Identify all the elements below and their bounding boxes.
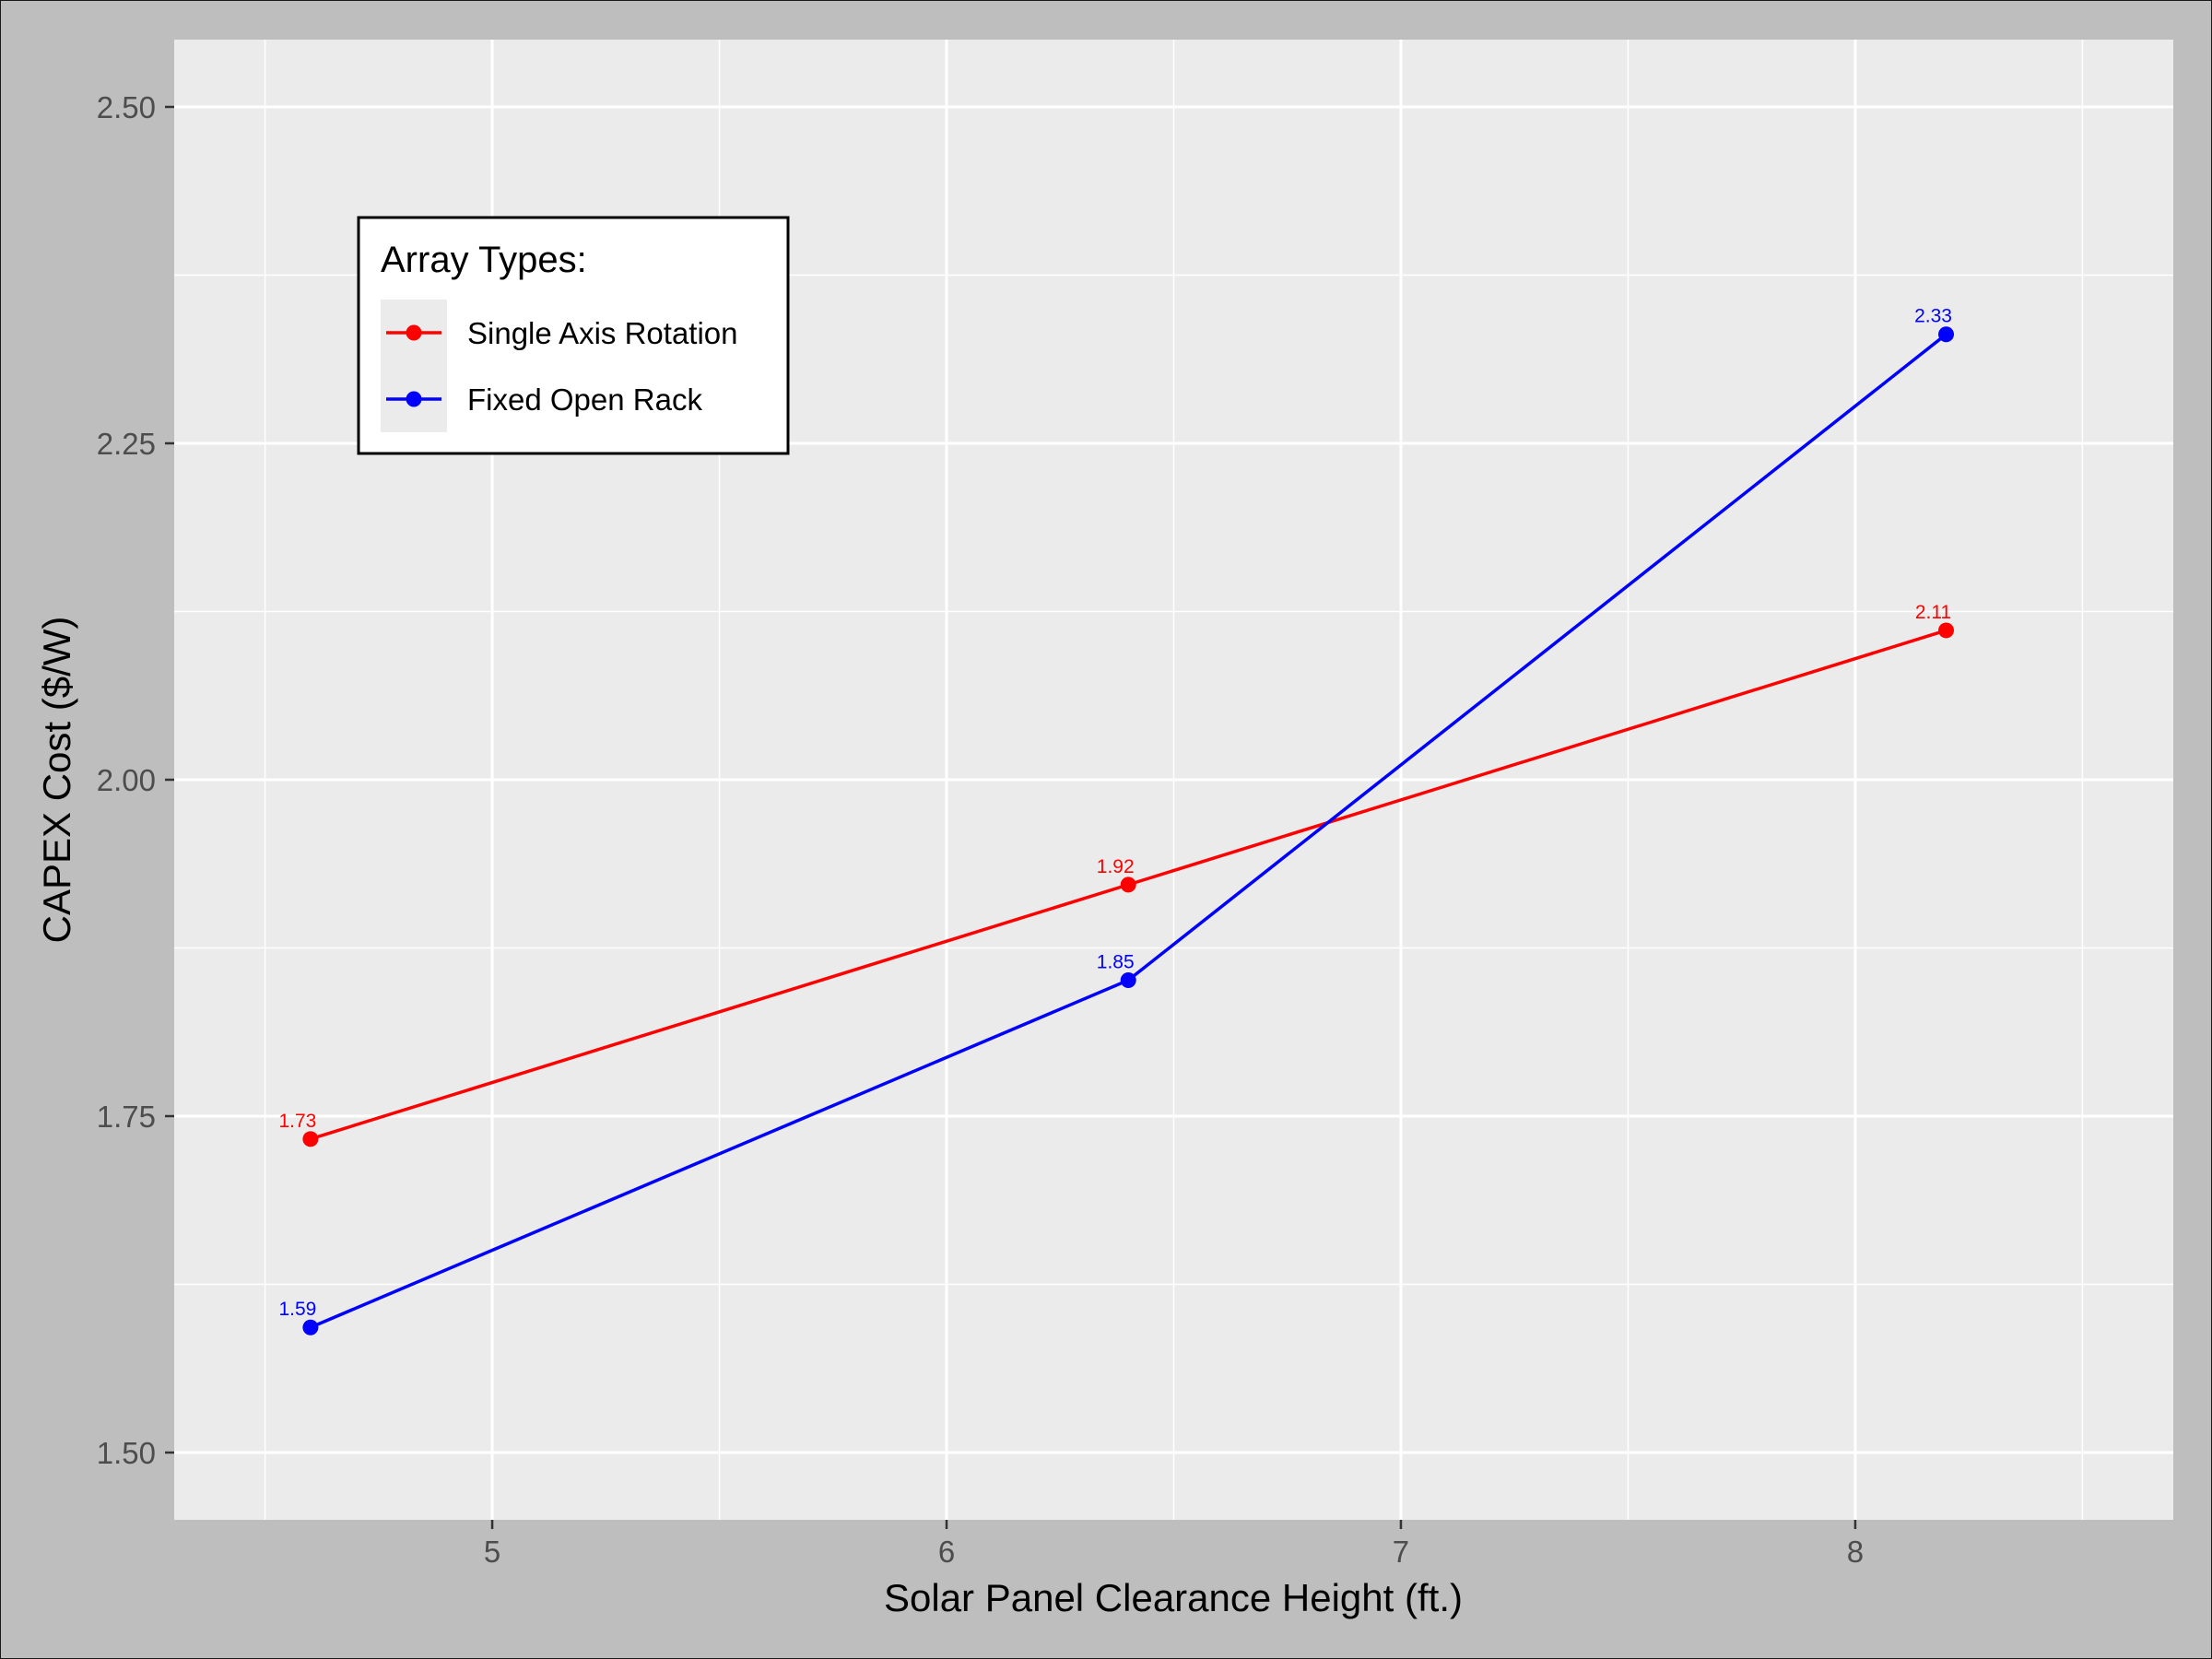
data-label: 2.33 [1914, 306, 1952, 327]
legend-items: Single Axis Rotation Fixed Open Rack [386, 316, 738, 417]
data-point [1938, 622, 1955, 639]
data-label: 2.11 [1915, 602, 1951, 623]
y-tick-label: 2.25 [97, 427, 156, 461]
x-axis-title: Solar Panel Clearance Height (ft.) [884, 1576, 1463, 1619]
y-tick-label: 1.75 [97, 1100, 156, 1134]
series-single-axis-rotation: 1.73 1.92 2.11 [278, 602, 1955, 1147]
legend-item: Single Axis Rotation [386, 316, 738, 350]
axis-ticks [165, 105, 1857, 1529]
legend-key-point [406, 324, 422, 341]
x-tick-label: 6 [938, 1535, 955, 1569]
data-label: 1.59 [278, 1299, 316, 1320]
y-tick-label: 2.50 [97, 90, 156, 124]
series-fixed-open-rack: 1.59 1.85 2.33 [278, 306, 1955, 1335]
data-point [1938, 326, 1955, 343]
x-tick-labels: 5 6 7 8 [484, 1535, 1864, 1569]
y-axis-title: CAPEX Cost ($/W) [35, 617, 78, 944]
x-tick-label: 8 [1847, 1535, 1864, 1569]
y-tick-label: 2.00 [97, 763, 156, 797]
y-tick-label: 1.50 [97, 1436, 156, 1470]
legend-label: Fixed Open Rack [467, 382, 702, 417]
data-point [302, 1319, 319, 1335]
data-point [302, 1131, 319, 1147]
legend-label: Single Axis Rotation [467, 316, 738, 350]
legend-item: Fixed Open Rack [386, 382, 702, 417]
data-label: 1.92 [1097, 856, 1135, 877]
major-gridlines [174, 40, 2173, 1520]
x-tick-label: 7 [1393, 1535, 1409, 1569]
data-point [1120, 972, 1136, 989]
data-point [1120, 877, 1136, 893]
legend: Array Types: Single Axis Rotation Fixed O… [357, 216, 790, 455]
series-layer: 1.73 1.92 2.11 1.59 1.85 2.33 [278, 306, 1955, 1335]
data-label: 1.73 [278, 1111, 316, 1132]
legend-key-point [406, 391, 422, 407]
x-tick-label: 5 [484, 1535, 500, 1569]
legend-title: Array Types: [381, 240, 587, 280]
data-label: 1.85 [1097, 952, 1135, 973]
y-tick-labels: 1.50 1.75 2.00 2.25 2.50 [97, 90, 156, 1470]
legend-key-background [381, 300, 447, 432]
